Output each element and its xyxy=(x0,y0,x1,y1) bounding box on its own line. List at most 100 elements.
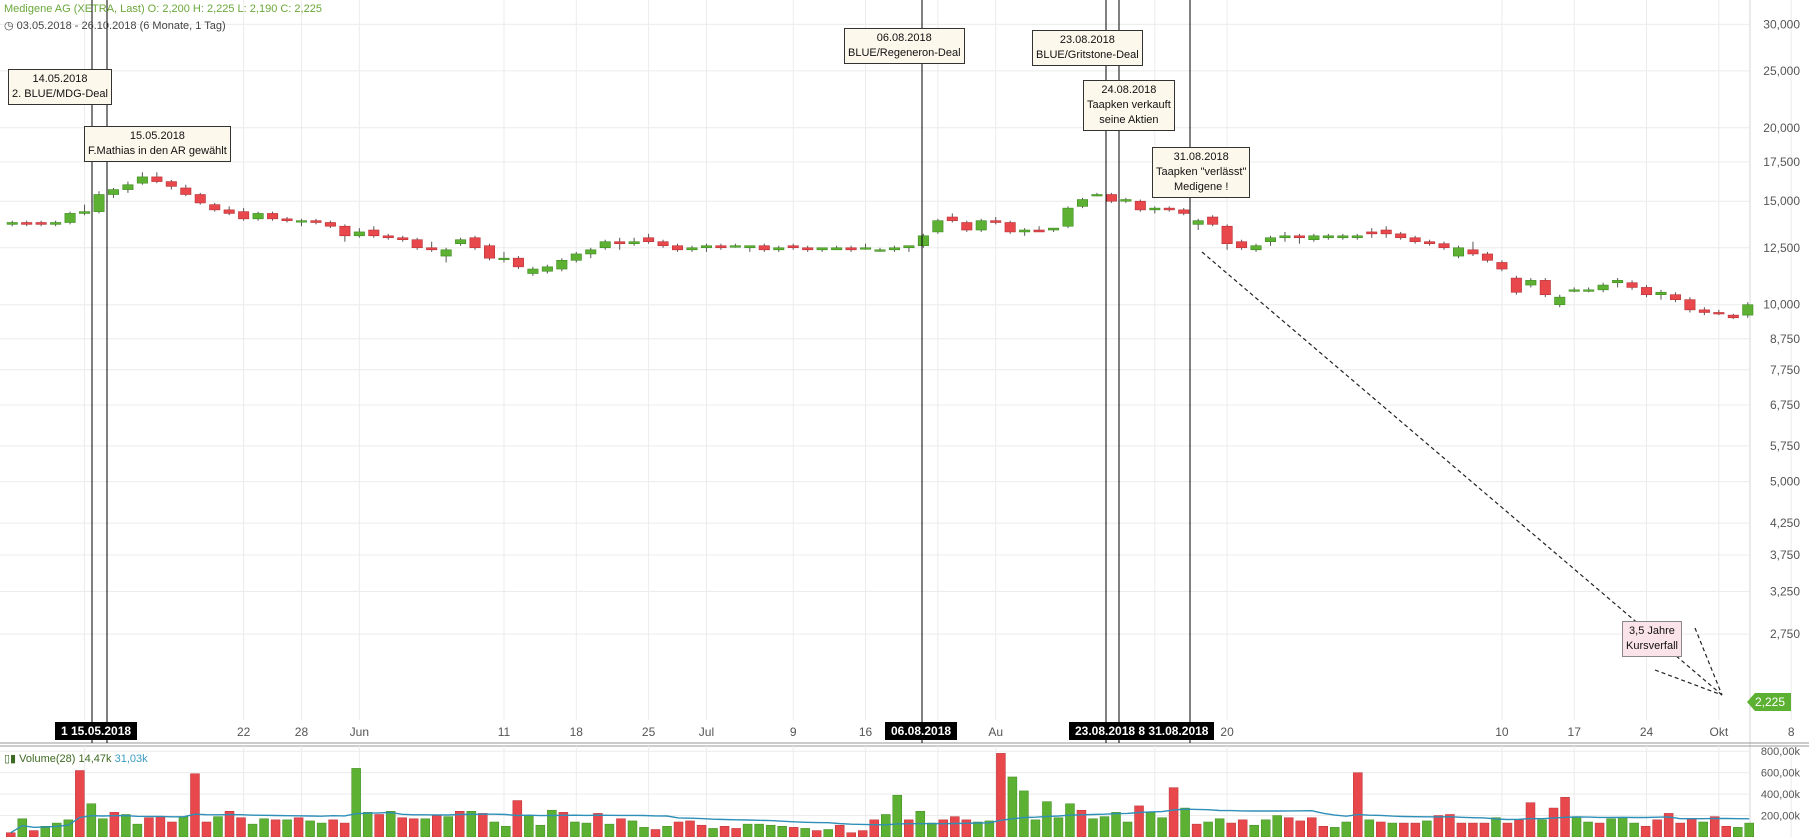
y-tick-label: 4,250 xyxy=(1770,516,1800,530)
volume-bar xyxy=(535,824,546,837)
x-tick-label: Okt xyxy=(1710,725,1729,739)
y-tick-label: 5,750 xyxy=(1770,439,1800,453)
volume-bar xyxy=(616,818,626,837)
volume-bar xyxy=(247,823,258,837)
volume-bar xyxy=(1249,824,1259,837)
annotation-box: 31.08.2018 Taapken "verlässt" Medigene ! xyxy=(1152,147,1251,198)
candle-body xyxy=(1236,241,1248,249)
volume-bar xyxy=(823,829,833,837)
volume-bar xyxy=(881,814,891,837)
candle-body xyxy=(773,247,785,251)
candle-layer xyxy=(6,172,1754,320)
candle-body xyxy=(874,249,886,252)
date-marker: 23.08.2018 8 31.08.2018 xyxy=(1069,722,1215,740)
volume-bar xyxy=(420,818,430,837)
x-tick-label: 11 xyxy=(498,725,511,739)
candle-body xyxy=(165,181,177,187)
candle-body xyxy=(368,229,380,237)
chart-title: Medigene AG (XETRA, Last) O: 2,200 H: 2,… xyxy=(4,3,322,15)
candle-body xyxy=(672,245,684,251)
x-tick-label: 16 xyxy=(859,725,873,739)
volume-bar xyxy=(927,822,937,837)
candle-body xyxy=(831,247,843,251)
candle-body xyxy=(1279,235,1291,239)
candle-body xyxy=(1525,280,1537,286)
volume-bar xyxy=(293,817,304,837)
candle-body xyxy=(932,220,944,233)
volume-bar xyxy=(777,826,787,837)
x-tick-label: 8 xyxy=(1788,725,1795,739)
volume-bar xyxy=(1479,822,1490,837)
candle-body xyxy=(1366,231,1378,235)
candle-body xyxy=(1004,222,1016,233)
y-tick-label: 3,250 xyxy=(1770,585,1800,599)
candle-body xyxy=(614,241,626,245)
volume-bar xyxy=(1456,822,1467,837)
y-tick-label: 3,750 xyxy=(1770,548,1800,562)
volume-bar xyxy=(1111,812,1121,837)
candle-body xyxy=(1380,229,1392,235)
volume-bar xyxy=(98,818,108,837)
volume-bar xyxy=(639,827,649,837)
annotation-line: 15.05.2018 xyxy=(129,130,185,142)
x-tick-label: 20 xyxy=(1220,725,1234,739)
date-marker: 06.08.2018 xyxy=(885,722,958,740)
candle-body xyxy=(975,220,987,231)
y-tick-label: 5,000 xyxy=(1770,475,1800,489)
volume-bar xyxy=(86,803,97,837)
volume-bar xyxy=(328,819,338,837)
volume-bar xyxy=(1260,819,1271,837)
volume-tick-label: 600,00k xyxy=(1761,768,1801,780)
candle-body xyxy=(1641,287,1653,295)
y-tick-label: 30,000 xyxy=(1763,17,1800,31)
volume-bar xyxy=(1698,821,1708,837)
candle-body xyxy=(252,213,264,220)
volume-bar xyxy=(201,821,212,837)
volume-bar xyxy=(996,753,1006,837)
candle-body xyxy=(1019,229,1031,233)
annotation-line: Taapken "verlässt" xyxy=(1156,166,1247,178)
x-tick-label: Jun xyxy=(350,725,369,739)
volume-bar xyxy=(1744,822,1754,837)
candle-body xyxy=(35,222,47,225)
candle-body xyxy=(1424,241,1436,245)
candle-body xyxy=(122,184,134,190)
volume-bar xyxy=(731,828,741,837)
volume-bar xyxy=(869,819,879,837)
volume-bar xyxy=(236,817,246,837)
volume-bar xyxy=(593,813,603,837)
candle-body xyxy=(1293,235,1305,239)
volume-bar xyxy=(650,829,661,837)
volume-bar xyxy=(1168,787,1179,837)
volume-bar xyxy=(1065,803,1075,837)
candle-body xyxy=(1337,235,1349,239)
candle-body xyxy=(79,211,91,214)
trend-line xyxy=(1694,627,1723,696)
volume-bar xyxy=(259,818,269,837)
candle-body xyxy=(426,247,438,251)
volume-bar xyxy=(581,822,592,837)
volume-bar xyxy=(224,811,235,837)
volume-bar xyxy=(374,814,384,837)
candle-body xyxy=(1467,249,1479,255)
x-tick-label: 9 xyxy=(790,725,797,739)
candle-body xyxy=(787,245,799,249)
annotation-line: Medigene ! xyxy=(1173,181,1229,193)
candle-body xyxy=(1698,309,1710,313)
candle-body xyxy=(64,213,76,223)
candle-body xyxy=(223,209,235,214)
volume-bar xyxy=(132,823,143,837)
candle-body xyxy=(628,241,640,245)
volume-bar xyxy=(1721,826,1731,837)
y-tick-label: 7,750 xyxy=(1770,363,1800,377)
candle-body xyxy=(1048,227,1060,231)
volume-bar xyxy=(1583,821,1593,837)
volume-bar xyxy=(524,815,534,837)
volume-bar xyxy=(144,817,154,837)
volume-bar xyxy=(1226,822,1236,837)
candle-body xyxy=(541,266,553,272)
volume-icon: ▯▮ xyxy=(4,753,17,765)
volume-tick-label: 400,00k xyxy=(1761,789,1801,801)
candle-body xyxy=(455,239,467,245)
candle-body xyxy=(700,245,712,249)
